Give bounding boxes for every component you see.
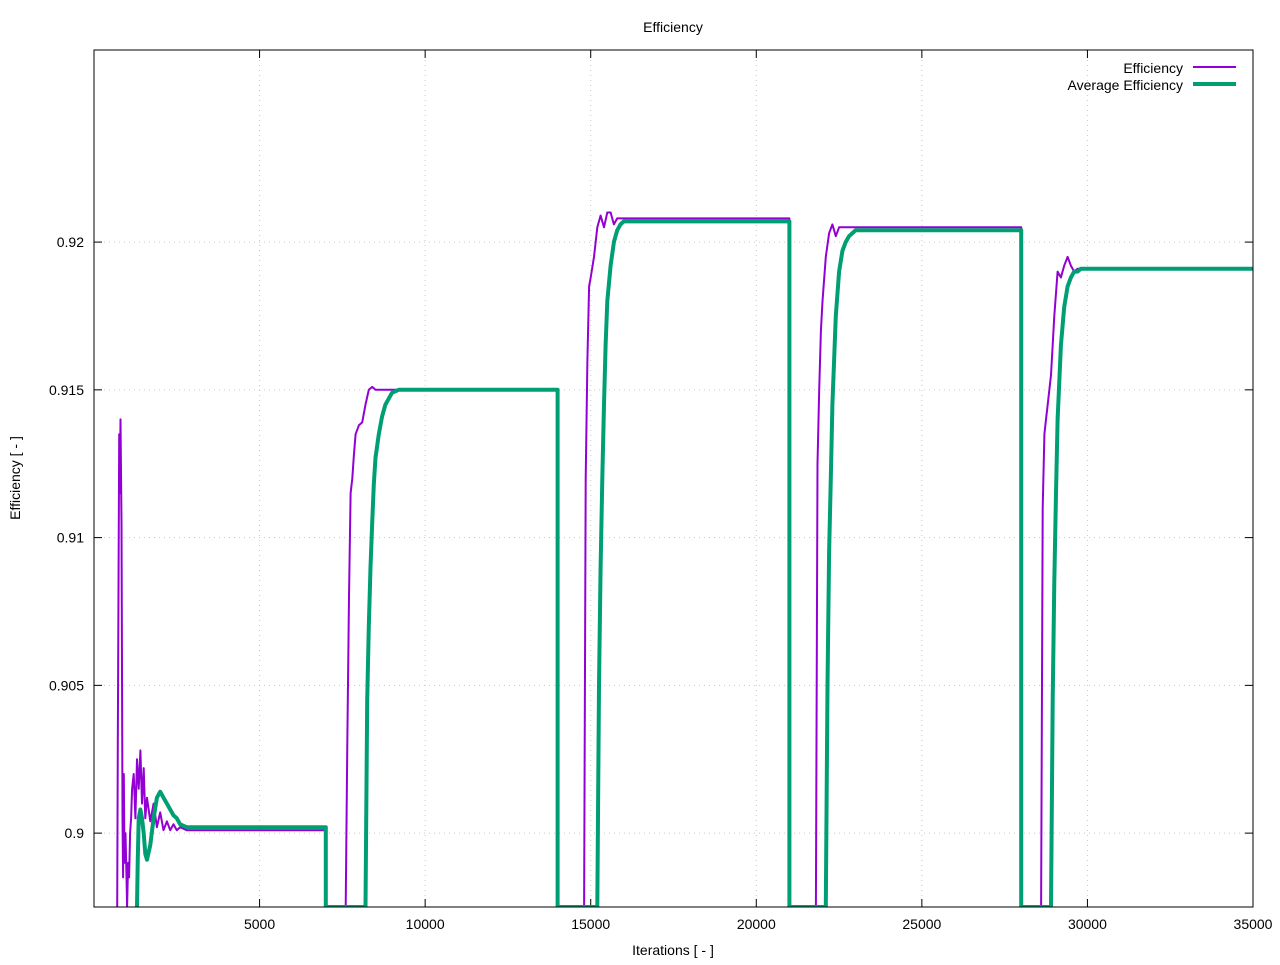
chart-title: Efficiency [643, 19, 703, 35]
x-tick-label: 25000 [902, 916, 941, 932]
y-axis-label: Efficiency [ - ] [7, 436, 23, 520]
plot-border [93, 49, 1254, 908]
legend-label-efficiency: Efficiency [1123, 60, 1183, 76]
legend: Efficiency Average Efficiency [1068, 60, 1236, 93]
x-tick-label: 15000 [571, 916, 610, 932]
legend-label-average-efficiency: Average Efficiency [1068, 77, 1183, 93]
y-tick-label: 0.91 [57, 530, 84, 546]
series-line-average-efficiency [135, 219, 1253, 907]
x-tick-label: 10000 [406, 916, 445, 932]
x-tick-label: 5000 [244, 916, 275, 932]
y-tick-label: 0.9 [65, 825, 85, 841]
series-line-efficiency [116, 211, 1253, 907]
y-tick-label: 0.905 [49, 677, 84, 693]
y-tick-label: 0.92 [57, 234, 84, 250]
x-axis-label: Iterations [ - ] [632, 942, 714, 958]
x-tick-label: 35000 [1234, 916, 1273, 932]
x-tick-label: 30000 [1068, 916, 1107, 932]
x-tick-label: 20000 [737, 916, 776, 932]
series-lines [116, 211, 1253, 907]
tick-labels: 5000 10000 15000 20000 25000 30000 35000 0.9 0.9… [49, 234, 1273, 932]
y-tick-label: 0.915 [49, 382, 84, 398]
